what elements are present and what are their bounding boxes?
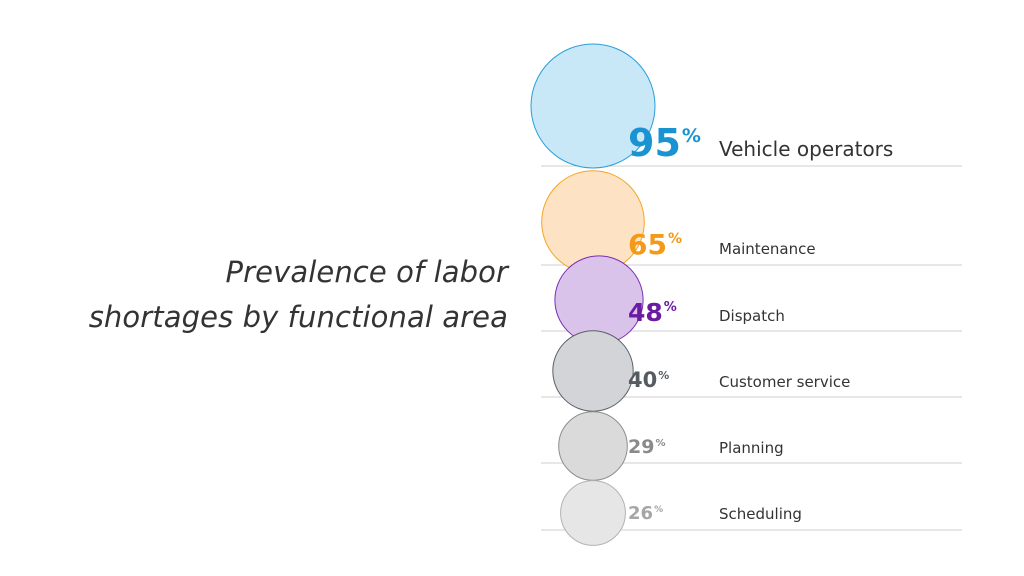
value-number-scheduling: 26 [628, 503, 653, 524]
value-label-vehicle-operators: 95% [628, 121, 701, 165]
chart-title-line-2: shortages by functional area [88, 300, 508, 334]
value-label-planning: 29% [628, 436, 665, 458]
category-label-vehicle-operators: Vehicle operators [719, 137, 893, 161]
value-unit-planning: % [655, 438, 665, 449]
category-label-customer-service: Customer service [719, 373, 850, 391]
value-label-maintenance: 65% [628, 228, 682, 261]
category-label-planning: Planning [719, 439, 784, 457]
category-label-dispatch: Dispatch [719, 307, 785, 325]
bubble-scheduling [560, 480, 626, 546]
chart-title: Prevalence of labor shortages by functio… [20, 250, 508, 340]
bubble-planning [558, 411, 628, 481]
value-unit-dispatch: % [664, 300, 677, 315]
category-label-maintenance: Maintenance [719, 240, 816, 258]
value-number-vehicle-operators: 95 [628, 121, 681, 165]
value-number-dispatch: 48 [628, 298, 663, 327]
value-label-customer-service: 40% [628, 368, 669, 392]
value-label-dispatch: 48% [628, 298, 677, 327]
value-number-planning: 29 [628, 436, 654, 458]
bubble-customer-service [552, 330, 634, 412]
value-label-scheduling: 26% [628, 503, 663, 524]
value-unit-maintenance: % [668, 231, 682, 247]
value-unit-vehicle-operators: % [682, 125, 701, 147]
value-unit-customer-service: % [658, 369, 669, 382]
value-unit-scheduling: % [654, 505, 663, 515]
chart-title-line-1: Prevalence of labor [225, 255, 508, 289]
bubble-vehicle-operators [530, 43, 656, 169]
category-label-scheduling: Scheduling [719, 505, 802, 523]
value-number-maintenance: 65 [628, 228, 667, 261]
value-number-customer-service: 40 [628, 368, 657, 392]
